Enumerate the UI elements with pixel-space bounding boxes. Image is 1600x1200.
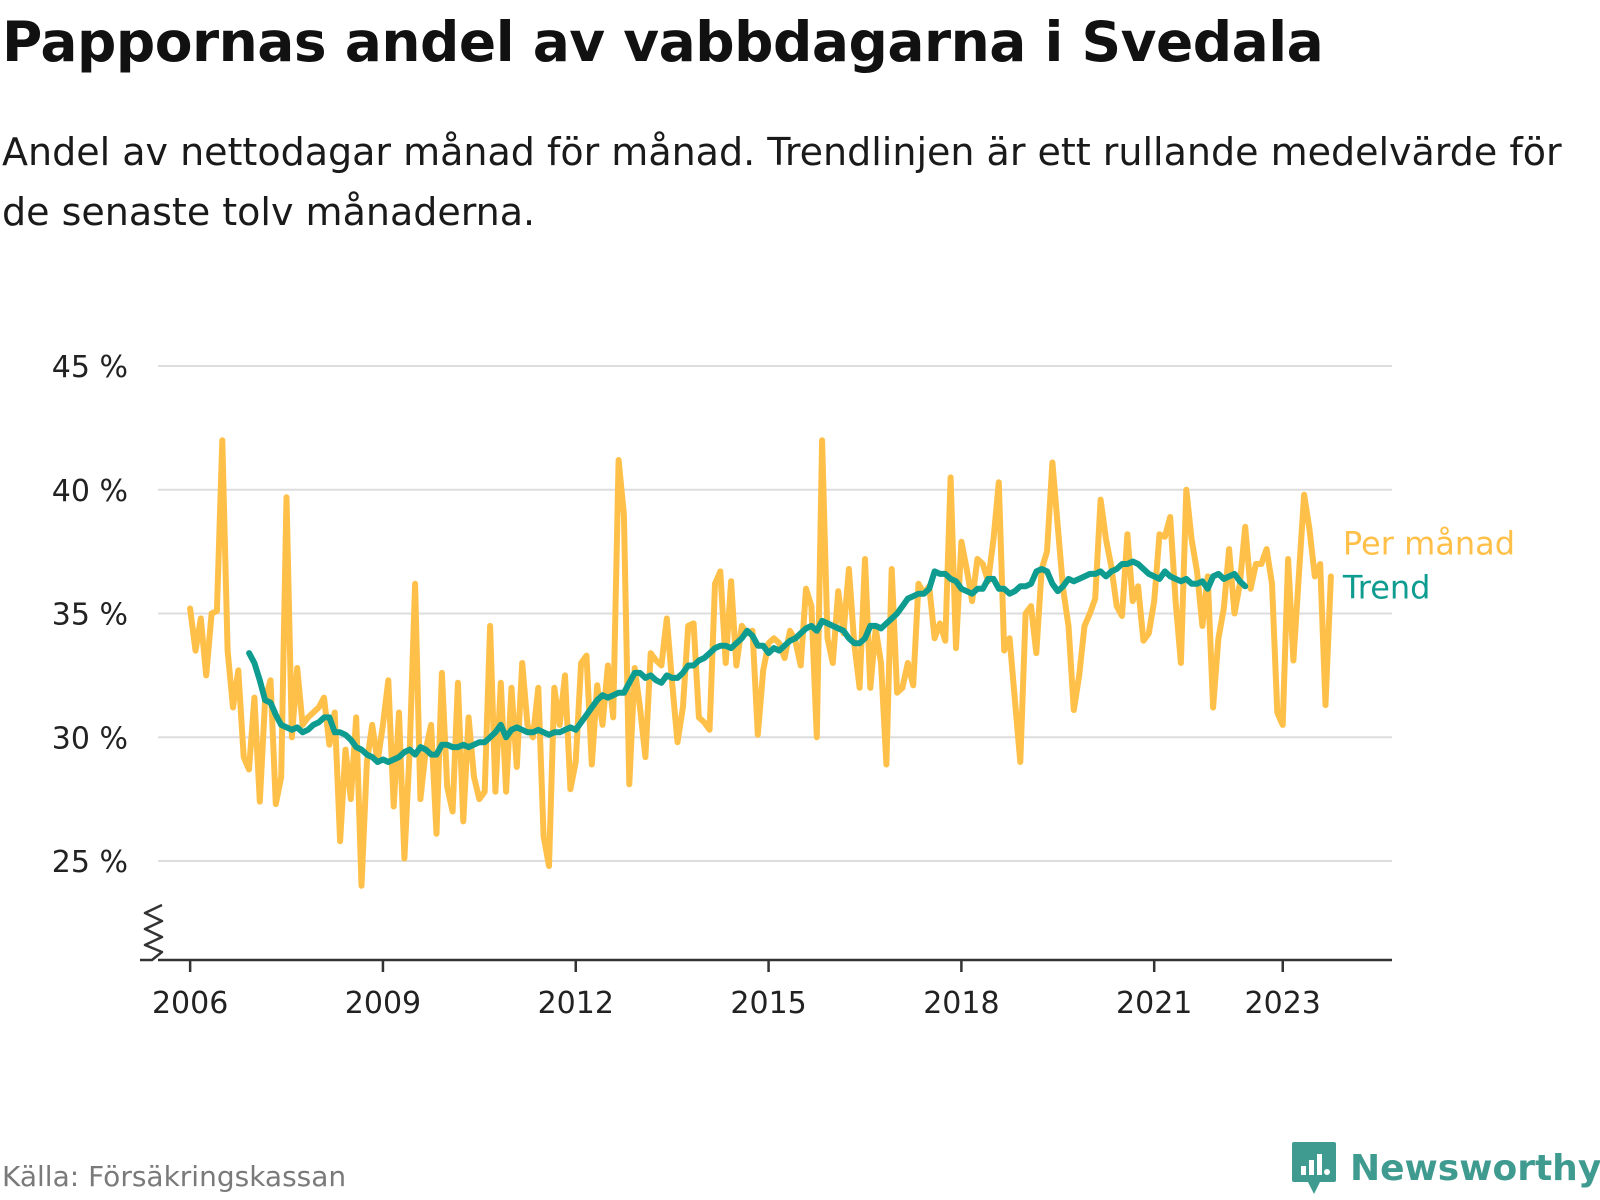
x-tick-label: 2006 xyxy=(152,986,228,1021)
newsworthy-logo-icon xyxy=(1292,1142,1336,1194)
x-tick-label: 2023 xyxy=(1245,986,1321,1021)
brand-name: Newsworthy xyxy=(1350,1147,1600,1189)
y-tick-label: 40 % xyxy=(52,474,128,509)
series-line-monthly xyxy=(187,437,1334,889)
legend-label-monthly: Per månad xyxy=(1343,524,1515,562)
x-axis: 2006 2009 2012 2015 2018 2021 2023 xyxy=(152,958,1392,1021)
chart-title: Pappornas andel av vabbdagarna i Svedala xyxy=(2,10,1324,74)
x-tick-label: 2009 xyxy=(345,986,421,1021)
x-tick-label: 2015 xyxy=(730,986,806,1021)
line-chart: 25 % 30 % 35 % 40 % 45 % 2006 2009 2012 2015 201… xyxy=(52,350,1515,1021)
axis-break-icon xyxy=(140,903,164,962)
y-tick-label: 35 % xyxy=(52,598,128,633)
legend: Per månad Trend xyxy=(1342,524,1515,606)
y-tick-label: 25 % xyxy=(52,845,128,880)
x-tick-label: 2012 xyxy=(538,986,614,1021)
legend-label-trend: Trend xyxy=(1342,568,1431,606)
x-tick-label: 2018 xyxy=(923,986,999,1021)
brand-logo: Newsworthy xyxy=(1290,1140,1600,1196)
y-tick-label: 30 % xyxy=(52,721,128,756)
chart-subtitle: Andel av nettodagar månad för månad. Tre… xyxy=(2,130,1562,234)
source-note: Källa: Försäkringskassan xyxy=(2,1160,347,1193)
y-tick-label: 45 % xyxy=(52,350,128,385)
series-line-trend xyxy=(246,558,1249,765)
x-tick-label: 2021 xyxy=(1116,986,1192,1021)
series xyxy=(187,437,1334,889)
